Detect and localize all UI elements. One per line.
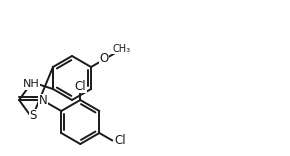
Text: CH₃: CH₃: [112, 44, 130, 54]
Text: Cl: Cl: [75, 80, 86, 93]
Text: N: N: [39, 95, 48, 107]
Text: O: O: [99, 53, 108, 66]
Text: NH: NH: [23, 79, 39, 89]
Text: S: S: [29, 109, 37, 122]
Text: Cl: Cl: [114, 134, 126, 147]
